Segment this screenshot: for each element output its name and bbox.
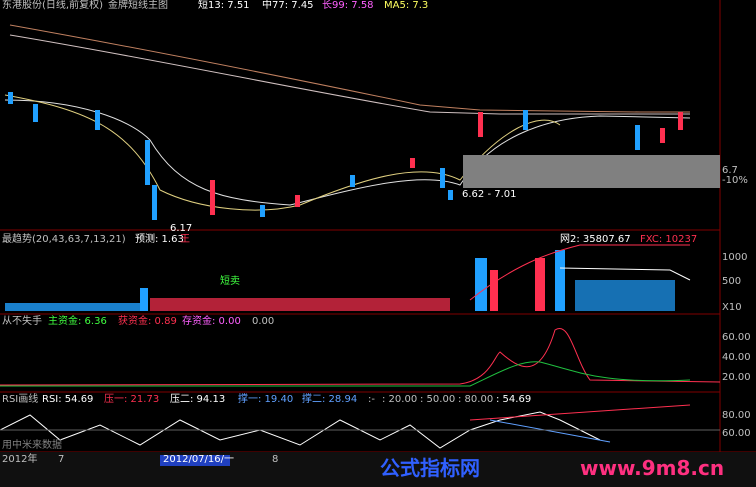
annotation: 6.62 - 7.01: [462, 189, 517, 200]
axis-label: 20.00: [722, 372, 751, 383]
axis-label: 1000: [722, 252, 748, 263]
axis-label: 80.00: [722, 410, 751, 421]
footer-bar: [0, 452, 756, 487]
month: 7: [58, 454, 65, 465]
ma5: MA5: 7.3: [384, 0, 429, 11]
line-label: : 54.69: [496, 394, 532, 405]
short-ma: 短13: 7.51: [198, 0, 250, 11]
line-label: :-: [368, 394, 375, 405]
gain-fund: 获资金: 0.89: [118, 316, 177, 327]
line-label: : 20.00: [382, 394, 418, 405]
net2: 网2: 35807.67: [560, 234, 631, 245]
template-name: 金牌短线主图: [108, 0, 168, 11]
signal: 短卖: [220, 276, 240, 287]
fxc: FXC: 10237: [640, 234, 698, 245]
main-fund: 主资金: 6.36: [48, 316, 107, 327]
press1: 压一: 21.73: [104, 394, 160, 405]
rsi-lines: [0, 404, 720, 449]
brand: 公式指标网: [380, 456, 480, 480]
extra: 0.00: [252, 316, 275, 327]
data-source: 用中米来数据: [2, 440, 62, 451]
rsi-value: RSI: 54.69: [42, 394, 94, 405]
panel-title: 从不失手: [2, 316, 42, 327]
axis-label: -10%: [722, 175, 748, 186]
panel-title: RSI画线: [2, 394, 39, 405]
axis-label: 60.00: [722, 332, 751, 343]
forecast: 预测: 1.63: [135, 234, 184, 245]
date: 2012/07/16/一: [163, 454, 235, 465]
axis-label: 6.7: [722, 165, 738, 176]
support1: 撑一: 19.40: [238, 394, 294, 405]
annotation: 6.17: [170, 223, 193, 234]
line-label: : 50.00: [420, 394, 456, 405]
axis-label: 500: [722, 276, 742, 287]
press2: 压二: 94.13: [170, 394, 226, 405]
year: 2012年: [2, 454, 38, 465]
stock-name: 东港股份(日线,前复权): [2, 0, 103, 11]
date-highlight: [160, 455, 230, 466]
king-label: 王: [180, 234, 190, 245]
panel-title: 最趋势(20,43,63,7,13,21): [2, 234, 126, 245]
site-url: www.9m8.cn: [580, 456, 725, 480]
axis-label: 60.00: [722, 428, 751, 439]
stock-fund: 存资金: 0.00: [182, 316, 241, 327]
line-label: : 80.00: [458, 394, 494, 405]
scale: X10: [722, 302, 742, 313]
range-box: [463, 155, 720, 188]
axis-label: 40.00: [722, 352, 751, 363]
support2: 撑二: 28.94: [302, 394, 358, 405]
trend-bars: [5, 244, 691, 311]
mid-ma: 中77: 7.45: [262, 0, 314, 11]
candles: [8, 92, 683, 220]
month: 8: [272, 454, 279, 465]
fund-lines: [0, 327, 721, 387]
long-ma: 长99: 7.58: [322, 0, 374, 11]
